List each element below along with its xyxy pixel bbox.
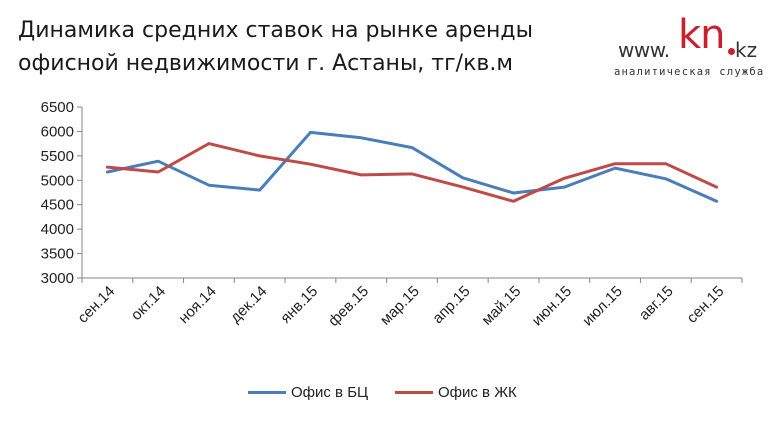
chart-title: Динамика средних ставок на рынке аренды … <box>18 14 578 80</box>
logo-www: www. <box>618 38 670 62</box>
y-tick-label: 6000 <box>41 123 74 140</box>
legend-item-zhk: Офис в ЖК <box>395 384 517 401</box>
x-tick-label: апр.15 <box>429 283 473 327</box>
chart-title-line-1: Динамика средних ставок на рынке аренды <box>18 18 533 43</box>
logo-kz: kz <box>735 38 758 62</box>
legend-label-bc: Офис в БЦ <box>291 384 369 401</box>
x-tick-label: июл.15 <box>579 283 626 330</box>
x-tick-label: сен.14 <box>74 283 118 327</box>
chart-legend: Офис в БЦ Офис в ЖК <box>0 384 768 408</box>
kn-kz-logo: www. kn kz аналитическая служба <box>610 12 763 78</box>
x-tick-label: янв.15 <box>277 283 321 327</box>
y-tick-label: 3000 <box>41 270 74 287</box>
series-line-zhk <box>105 142 719 203</box>
x-tick-label: май.15 <box>478 283 524 329</box>
y-tick-label: 6500 <box>41 99 74 116</box>
x-tick-label: июн.15 <box>529 283 576 330</box>
logo-dot-icon <box>728 48 735 55</box>
y-tick-label: 5500 <box>41 148 74 165</box>
y-tick-label: 5000 <box>41 172 74 189</box>
y-tick-label: 3500 <box>41 246 74 263</box>
logo-kn: kn <box>678 12 726 58</box>
logo-subtitle: аналитическая служба <box>614 66 765 78</box>
x-tick-label: дек.14 <box>227 283 270 326</box>
legend-item-bc: Офис в БЦ <box>248 384 368 401</box>
x-tick-label: окт.14 <box>128 283 169 324</box>
x-tick-label: сен.15 <box>684 283 728 327</box>
legend-label-zhk: Офис в ЖК <box>438 384 517 401</box>
legend-swatch-zhk <box>395 391 433 394</box>
legend-swatch-bc <box>248 391 286 394</box>
x-tick-label: мар.15 <box>377 283 423 329</box>
x-tick-label: авг.15 <box>636 283 677 324</box>
y-tick-label: 4000 <box>41 221 74 238</box>
x-tick-label: ноя.14 <box>175 283 219 327</box>
chart-title-line-2: офисной недвижимости г. Астаны, тг/кв.м <box>18 51 513 76</box>
x-tick-label: фев.15 <box>325 283 372 330</box>
y-tick-label: 4500 <box>41 197 74 214</box>
series-line-bc <box>105 130 719 203</box>
